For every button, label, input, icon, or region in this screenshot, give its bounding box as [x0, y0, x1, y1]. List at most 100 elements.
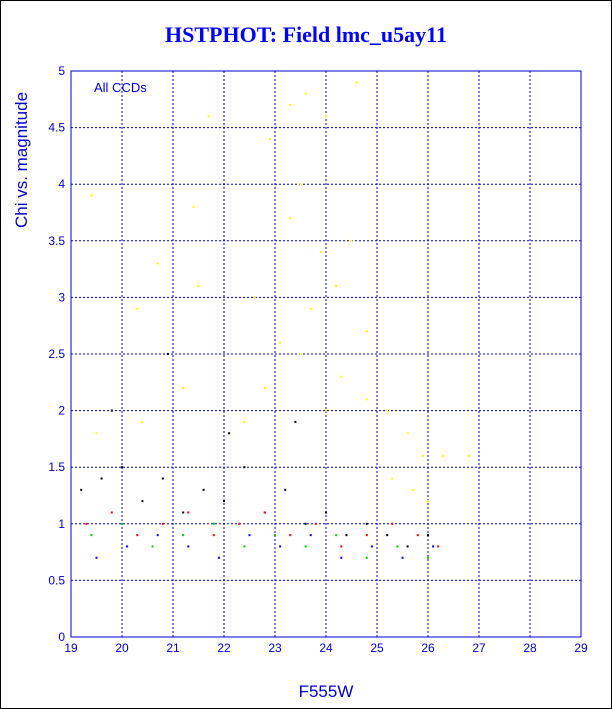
data-point — [284, 488, 287, 491]
data-point — [427, 500, 429, 503]
data-point — [432, 545, 435, 548]
data-point — [228, 432, 231, 435]
x-tick-label: 26 — [421, 641, 435, 655]
data-point — [126, 545, 129, 548]
y-tick-label: 5 — [58, 64, 65, 78]
data-point — [335, 285, 338, 288]
data-point — [319, 251, 322, 254]
data-point — [202, 488, 205, 491]
plot-area — [70, 70, 582, 638]
data-point — [406, 545, 409, 548]
x-axis-label: F555W — [299, 682, 354, 701]
y-tick-label: 4.5 — [48, 121, 65, 135]
data-point — [289, 534, 292, 537]
data-point — [207, 115, 210, 118]
data-point — [182, 511, 185, 514]
data-point — [223, 500, 225, 503]
data-point — [263, 511, 266, 514]
data-point — [396, 545, 399, 548]
data-point — [421, 454, 424, 457]
data-point — [243, 466, 246, 469]
ccd-annotation: All CCDs — [94, 80, 147, 95]
data-point — [386, 409, 389, 412]
data-point — [110, 409, 113, 412]
data-point — [156, 534, 159, 537]
data-point — [141, 420, 144, 423]
data-point — [95, 432, 98, 435]
data-point — [294, 420, 297, 423]
data-point — [182, 534, 185, 537]
data-point — [182, 386, 185, 389]
y-axis-label: Chi vs. magnitude — [12, 92, 31, 228]
data-point — [304, 545, 307, 548]
data-point — [427, 556, 429, 559]
data-point — [274, 534, 276, 537]
data-point — [365, 556, 368, 559]
x-tick-label: 25 — [370, 641, 384, 655]
x-tick-label: 28 — [523, 641, 537, 655]
data-point — [416, 534, 419, 537]
data-point — [95, 556, 98, 559]
data-point — [299, 353, 302, 355]
data-point — [212, 522, 215, 525]
data-point — [90, 534, 93, 537]
data-point — [304, 522, 307, 525]
data-point — [467, 454, 470, 457]
data-point — [253, 296, 256, 299]
data-point — [243, 545, 246, 548]
data-point — [263, 386, 266, 389]
y-tick-label: 1.5 — [48, 460, 65, 474]
data-point — [309, 534, 312, 537]
x-tick-label: 21 — [166, 641, 180, 655]
data-point — [370, 545, 373, 548]
data-point — [141, 500, 144, 503]
data-point — [335, 534, 338, 537]
data-point — [279, 341, 282, 344]
data-point — [325, 409, 327, 412]
data-point — [365, 522, 368, 525]
data-point — [442, 454, 445, 457]
data-point — [121, 466, 123, 469]
data-point — [166, 353, 169, 355]
data-point — [197, 285, 200, 288]
data-point — [187, 511, 190, 514]
data-point — [340, 375, 343, 378]
y-tick-label: 2 — [58, 404, 65, 418]
data-point — [90, 194, 93, 197]
data-point — [243, 420, 246, 423]
x-tick-label: 27 — [472, 641, 486, 655]
data-point — [268, 137, 271, 140]
data-point — [340, 556, 343, 559]
data-point — [161, 477, 164, 480]
data-point — [289, 103, 292, 106]
x-tick-label: 20 — [115, 641, 129, 655]
data-point — [386, 534, 389, 537]
data-point — [136, 534, 139, 537]
data-point — [289, 217, 292, 220]
data-point — [325, 115, 327, 118]
data-point — [406, 432, 409, 435]
data-point — [411, 488, 414, 491]
data-point — [156, 262, 159, 265]
data-point — [365, 534, 368, 537]
y-tick-label: 3 — [58, 290, 65, 304]
data-point — [391, 522, 394, 525]
data-point — [80, 488, 83, 491]
axis-ticks: 19 20 21 22 23 24 25 26 27 28 29 0 0.5 1 1.5 2 2.5 3 3.5 4 4… — [48, 64, 588, 655]
data-point — [192, 205, 195, 208]
data-point — [427, 534, 429, 537]
data-point — [217, 556, 220, 559]
data-point — [365, 330, 368, 333]
data-point — [248, 534, 251, 537]
y-tick-label: 0 — [58, 630, 65, 644]
data-point — [121, 522, 123, 525]
data-point — [151, 545, 154, 548]
grid — [71, 71, 581, 637]
data-point — [136, 307, 139, 310]
data-point — [299, 183, 302, 186]
y-tick-label: 0.5 — [48, 573, 65, 587]
y-tick-label: 1 — [58, 517, 65, 531]
data-point — [187, 545, 190, 548]
